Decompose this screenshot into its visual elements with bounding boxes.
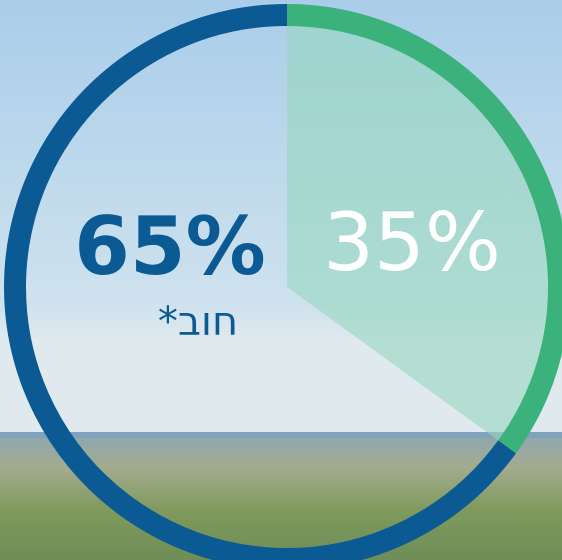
slice-fill xyxy=(287,26,548,441)
ring-segment xyxy=(286,4,562,454)
value-label: 35% xyxy=(323,196,501,289)
value-label: 65% xyxy=(74,200,265,293)
category-label: חוב* xyxy=(158,299,238,345)
ring-segment xyxy=(4,4,516,560)
sea-horizon xyxy=(0,432,562,438)
pie-chart: 35% 65% חוב* xyxy=(4,4,562,560)
